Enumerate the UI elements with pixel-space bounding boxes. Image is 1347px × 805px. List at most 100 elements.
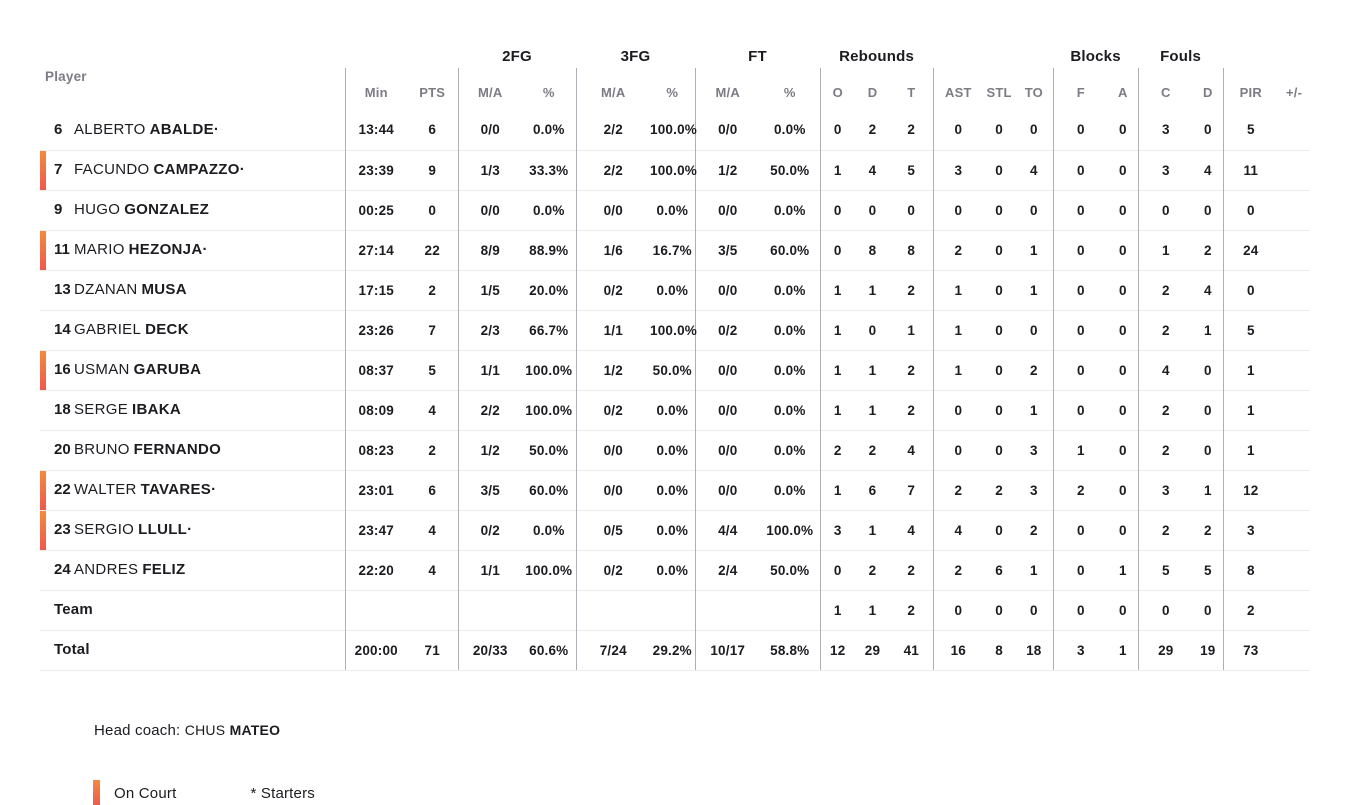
stat-fouls-committed: 0 [1137,589,1194,630]
stat-3fg-percent: 0.0% [650,429,695,470]
stat-turnovers: 1 [1015,229,1054,270]
stat-fouls-drawn: 0 [1203,122,1212,138]
player-first-name: GABRIEL [74,321,142,338]
stat-2fg-made-attempted: 0/2 [457,509,522,550]
stat-fouls-drawn: 0 [1193,429,1224,470]
stat-3fg-made-attempted: 1/1 [575,309,650,350]
stat-2fg-percent: 50.0% [522,429,576,470]
stat-rebounds-defensive: 1 [855,509,891,550]
stat-turnovers: 18 [1015,629,1054,671]
stat-plus-minus [1278,509,1311,550]
stat-fouls-committed: 29 [1137,629,1194,671]
stat-3fg-made-attempted: 0/2 [575,269,650,310]
stat-fouls-drawn: 1 [1193,469,1224,510]
on-court-indicator [40,151,46,190]
stat-2fg-made-attempted: 0/0 [457,189,522,230]
stat-blocks-favour: 0 [1052,509,1109,550]
player-last-name: FERNANDO [133,441,222,458]
row-label: Total [54,641,90,658]
stat-rebounds-defensive: 1 [855,589,891,630]
player-cell: 24 ANDRES FELIZ [40,549,345,590]
stat-ft-made-attempted: 0/0 [694,349,760,390]
stat-rebounds-defensive: 2 [855,429,891,470]
stat-rebounds-total: 1 [890,309,934,350]
stat-turnovers: 3 [1015,469,1054,510]
stat-points: 4 [407,549,458,590]
group-header-spacer [40,44,458,68]
stat-steals: 0 [983,309,1016,350]
group-header-blocks: Blocks [1070,48,1121,65]
stat-blocks-favour: 0 [1052,309,1109,350]
stat-minutes: 23:39 [344,149,407,190]
stat-assists: 4 [932,509,984,550]
stat-blocks-against: 0 [1108,429,1139,470]
stat-2fg-made-attempted: 0/0 [457,110,522,150]
stat-plus-minus [1278,389,1311,430]
on-court-indicator [40,351,46,390]
stat-rebounds-offensive: 1 [819,469,856,510]
stat-blocks-favour: 0 [1052,110,1109,150]
stat-ft-made-attempted [694,589,760,630]
stat-steals: 0 [983,389,1016,430]
stat-rebounds-offensive: 12 [819,629,856,671]
team-row: Team 1 1 2 0 0 0 0 0 0 0 2 [40,589,1311,630]
stat-rebounds-offensive: 0 [819,229,856,270]
stat-ft-percent: 50.0% [760,149,821,190]
stat-minutes [344,589,407,630]
stat-minutes: 00:25 [344,189,407,230]
player-first-name: ALBERTO [74,120,146,138]
stat-blocks-against: 0 [1108,509,1139,550]
stat-plus-minus [1278,429,1311,470]
stat-blocks-against: 0 [1108,149,1139,190]
stat-2fg-percent: 100.0% [522,389,576,430]
player-cell: Team [40,589,345,630]
stat-steals: 2 [983,469,1016,510]
head-coach-last-name: MATEO [229,721,281,738]
stat-3fg-made-attempted: 1/6 [575,229,650,270]
stat-fouls-committed: 4 [1137,349,1194,390]
stat-rebounds-offensive: 1 [819,309,856,350]
stat-blocks-favour: 1 [1052,429,1109,470]
stat-turnovers: 0 [1015,589,1054,630]
stat-rebounds-total: 4 [890,429,934,470]
stat-blocks-against: 0 [1108,229,1139,270]
player-cell: 11 MARIO HEZONJA· [40,229,345,270]
stat-fouls-drawn: 5 [1193,549,1224,590]
stat-ft-made-attempted: 0/0 [694,469,760,510]
stat-steals: 0 [983,149,1016,190]
stat-2fg-percent: 0.0% [532,122,565,138]
player-last-name: CAMPAZZO [153,161,240,178]
player-number: 16 [54,361,71,378]
stat-pir: 24 [1222,229,1279,270]
stat-blocks-against: 1 [1108,549,1139,590]
stat-fouls-committed: 0 [1137,189,1194,230]
column-header-2fg-ma: M/A [457,68,522,110]
player-number: 11 [54,241,70,258]
stat-pir: 73 [1222,629,1279,671]
stat-pir: 1 [1222,429,1279,470]
player-first-name: FACUNDO [74,161,150,178]
player-number: 24 [54,561,71,578]
stat-assists: 0 [932,429,984,470]
stat-minutes: 08:09 [344,389,407,430]
stat-2fg-made-attempted: 1/2 [457,429,522,470]
stat-2fg-percent: 20.0% [522,269,576,310]
stat-3fg-made-attempted: 0/2 [575,389,650,430]
stat-rebounds-offensive: 1 [819,389,856,430]
player-first-name: BRUNO [74,441,130,458]
column-header-blocks-favour: F [1052,68,1109,110]
stat-rebounds-total: 2 [890,549,934,590]
stat-ft-percent: 0.0% [760,309,821,350]
player-cell: 14 GABRIEL DECK [40,309,345,350]
stat-plus-minus [1278,629,1311,671]
stat-fouls-drawn: 1 [1193,309,1224,350]
stat-2fg-percent [522,589,576,630]
player-last-name: GONZALEZ [124,201,210,218]
stat-plus-minus [1278,149,1311,190]
column-header-turnovers: TO [1024,85,1043,100]
stat-rebounds-offensive: 2 [819,429,856,470]
stat-points: 0 [407,189,458,230]
player-row: 14 GABRIEL DECK 23:26 7 2/3 66.7% 1/1 100.0% 0/2 0… [40,309,1311,350]
stat-fouls-drawn: 0 [1193,589,1224,630]
stat-turnovers: 0 [1015,309,1054,350]
